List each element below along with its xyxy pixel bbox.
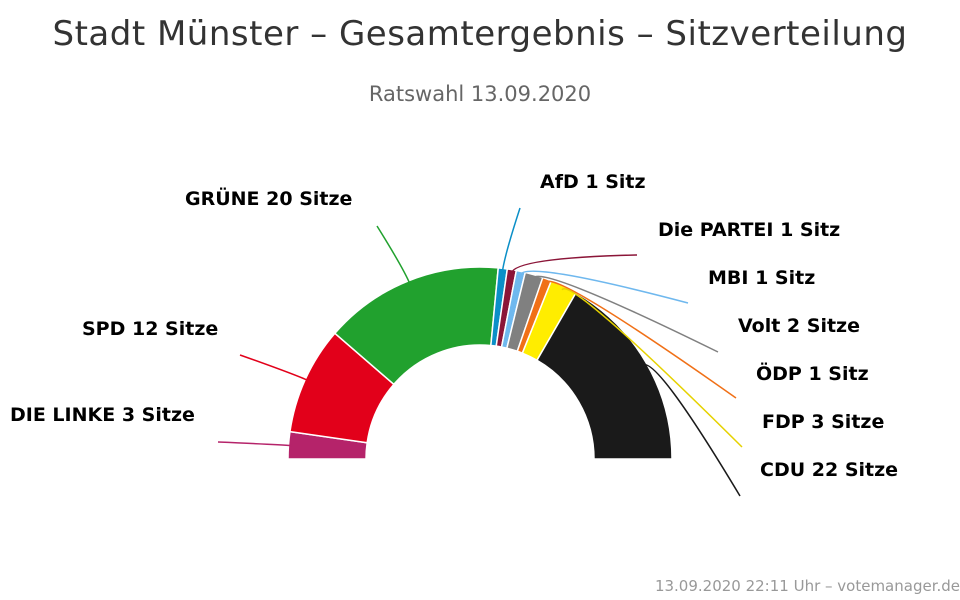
connector-afd: [501, 207, 521, 273]
chart-subtitle: Ratswahl 13.09.2020: [368, 82, 592, 106]
label-grüne: GRÜNE 20 Sitze: [185, 186, 352, 210]
label-ödp: ÖDP 1 Sitz: [756, 361, 869, 385]
slice-cdu: [535, 291, 673, 460]
label-fdp: FDP 3 Sitze: [762, 411, 884, 433]
connector-volt: [532, 275, 719, 353]
footer-credit: 13.09.2020 22:11 Uhr – votemanager.de: [654, 577, 960, 595]
label-mbi: MBI 1 Sitz: [708, 267, 815, 289]
connector-ödp: [544, 280, 737, 399]
connector-die-partei: [510, 254, 638, 274]
label-afd: AfD 1 Sitz: [540, 171, 646, 193]
label-die-partei: Die PARTEI 1 Sitz: [658, 219, 840, 241]
label-volt: Volt 2 Sitze: [738, 315, 860, 337]
label-spd: SPD 12 Sitze: [82, 318, 218, 340]
chart-title: Stadt Münster – Gesamtergebnis – Sitzver…: [52, 14, 908, 54]
connectors-group: [217, 207, 743, 497]
connector-mbi: [519, 270, 689, 304]
label-cdu: CDU 22 Sitze: [760, 459, 898, 481]
connector-cdu: [642, 363, 741, 497]
connector-spd: [239, 354, 310, 382]
connector-die-linke: [217, 441, 293, 447]
labels-group: DIE LINKE 3 Sitze SPD 12 Sitze GRÜNE 20 Si…: [10, 171, 898, 481]
connector-grüne: [376, 225, 411, 285]
connector-fdp: [561, 288, 743, 448]
slices-group: [287, 266, 673, 460]
label-die-linke: DIE LINKE 3 Sitze: [10, 404, 195, 426]
